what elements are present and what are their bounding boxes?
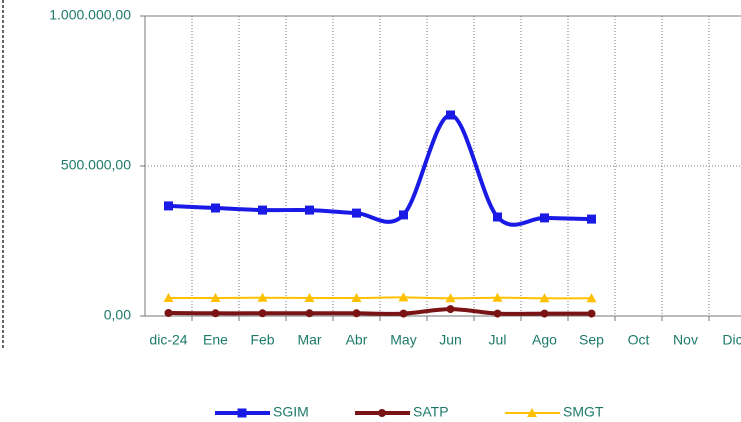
series-line	[168, 296, 592, 300]
marker	[446, 110, 455, 120]
marker	[352, 309, 361, 318]
legend-label: SATP	[413, 404, 449, 420]
x-tick-label: Jun	[439, 332, 462, 348]
marker	[211, 309, 220, 318]
marker	[586, 293, 597, 303]
x-tick-label: Dic	[722, 332, 741, 348]
marker	[210, 293, 221, 302]
marker	[258, 205, 267, 215]
marker	[399, 210, 408, 220]
y-tick-label: 1.000.000,00	[49, 7, 131, 23]
marker	[257, 292, 268, 302]
marker	[540, 309, 549, 318]
marker	[445, 293, 456, 303]
marker	[527, 408, 537, 417]
x-tick-label: May	[390, 332, 416, 348]
marker	[351, 293, 362, 302]
plot-area: 0,00 500.000,00 1.000.000,00 dic-24 Ene Feb Ma…	[49, 7, 741, 348]
legend: SGIM SATP SMGT	[215, 404, 604, 420]
x-tick-label: Jul	[489, 332, 507, 348]
marker	[163, 293, 174, 302]
marker	[164, 201, 173, 211]
legend-label: SGIM	[273, 404, 309, 420]
marker	[539, 293, 550, 303]
marker	[258, 309, 267, 318]
marker	[540, 213, 549, 223]
x-tick-label: Mar	[297, 332, 321, 348]
marker	[493, 212, 502, 222]
marker	[399, 309, 408, 318]
legend-label: SMGT	[563, 404, 604, 420]
y-tick-label: 0,00	[104, 307, 131, 323]
y-tick-label: 500.000,00	[61, 157, 131, 173]
marker	[492, 292, 503, 302]
x-tick-label: Sep	[579, 332, 604, 348]
marker	[305, 309, 314, 318]
x-tick-label: Ago	[532, 332, 557, 348]
x-tick-label: Oct	[628, 332, 650, 348]
x-tick-label: Ene	[203, 332, 228, 348]
marker	[164, 309, 173, 317]
x-tick-label: Feb	[250, 332, 274, 348]
marker	[305, 205, 314, 215]
x-tick-label: Abr	[346, 332, 368, 348]
marker	[378, 409, 386, 417]
marker	[211, 203, 220, 213]
marker	[493, 309, 502, 318]
x-tick-label: Nov	[673, 332, 698, 348]
marker	[398, 292, 409, 302]
marker	[587, 214, 596, 224]
marker	[352, 208, 361, 218]
series-line	[168, 307, 592, 316]
marker	[237, 408, 247, 418]
marker	[587, 309, 596, 318]
x-tick-label: dic-24	[149, 332, 187, 348]
marker	[304, 293, 315, 302]
marker	[446, 305, 455, 314]
